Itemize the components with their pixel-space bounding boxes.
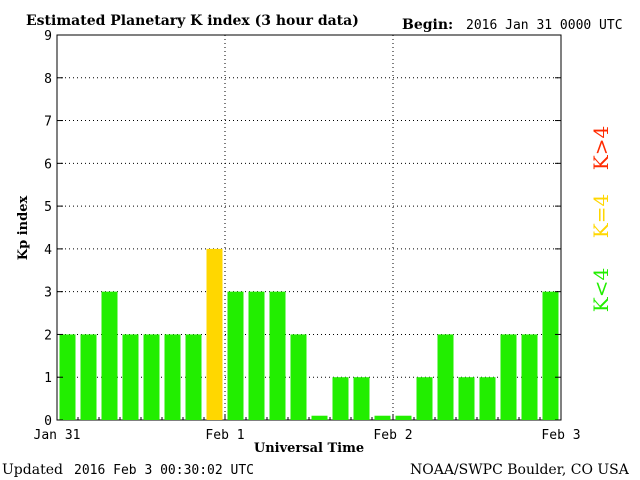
y-axis-title: Kp index xyxy=(16,196,31,261)
legend-k-above-4: K>4 xyxy=(589,126,613,170)
updated-label: Updated xyxy=(2,462,63,478)
kp-bar xyxy=(542,291,559,420)
kp-bar xyxy=(269,291,286,420)
x-tick-label: Feb 1 xyxy=(205,428,244,443)
kp-bar xyxy=(101,291,118,420)
begin-label: Begin: xyxy=(402,17,453,33)
kp-bar xyxy=(164,334,181,420)
credit-text: NOAA/SWPC Boulder, CO USA xyxy=(410,462,630,478)
kp-bar xyxy=(143,334,160,420)
kp-bar xyxy=(479,377,496,420)
y-tick-label: 5 xyxy=(44,200,52,215)
y-tick-label: 4 xyxy=(44,243,52,258)
kp-bar xyxy=(311,415,328,420)
kp-bar xyxy=(332,377,349,420)
kp-bar xyxy=(248,291,265,420)
y-tick-label: 9 xyxy=(44,29,52,44)
kp-bar xyxy=(500,334,517,420)
x-tick-label: Feb 2 xyxy=(373,428,412,443)
bars xyxy=(59,248,559,420)
legend-k-below-4: K<4 xyxy=(589,268,613,312)
legend-k-equal-4: K=4 xyxy=(589,194,613,238)
x-tick-label: Feb 3 xyxy=(541,428,580,443)
grid-lines xyxy=(57,35,561,420)
x-ticks: Jan 31 Feb 1 Feb 2 Feb 3 xyxy=(34,414,581,443)
kp-bar xyxy=(80,334,97,420)
kp-bar xyxy=(521,334,538,420)
kp-bar xyxy=(458,377,475,420)
chart-title: Estimated Planetary K index (3 hour data… xyxy=(26,13,359,29)
updated-value: 2016 Feb 3 00:30:02 UTC xyxy=(74,463,254,478)
y-tick-label: 3 xyxy=(44,286,52,301)
y-tick-label: 0 xyxy=(44,414,52,429)
y-tick-label: 7 xyxy=(44,115,52,130)
kp-bar xyxy=(290,334,307,420)
kp-bar xyxy=(353,377,370,420)
kp-bar xyxy=(59,334,76,420)
kp-bar xyxy=(374,415,391,420)
x-axis-title: Universal Time xyxy=(254,441,364,456)
y-tick-label: 8 xyxy=(44,72,52,87)
legend: K>4 K=4 K<4 xyxy=(589,126,613,312)
kp-bar xyxy=(437,334,454,420)
y-tick-label: 1 xyxy=(44,371,52,386)
kp-bar xyxy=(122,334,139,420)
kp-bar xyxy=(395,415,412,420)
plot-area: 0 1 2 3 4 5 6 7 8 9 Jan 31 Feb 1 Feb 2 Feb 3 xyxy=(34,29,581,443)
kp-bar xyxy=(416,377,433,420)
begin-value: 2016 Jan 31 0000 UTC xyxy=(466,18,623,33)
y-ticks: 0 1 2 3 4 5 6 7 8 9 xyxy=(44,29,561,429)
y-tick-label: 6 xyxy=(44,157,52,172)
y-tick-label: 2 xyxy=(44,328,52,343)
x-tick-label: Jan 31 xyxy=(34,428,81,443)
kp-bar xyxy=(185,334,202,420)
kp-bar xyxy=(206,248,223,420)
kp-bar xyxy=(227,291,244,420)
